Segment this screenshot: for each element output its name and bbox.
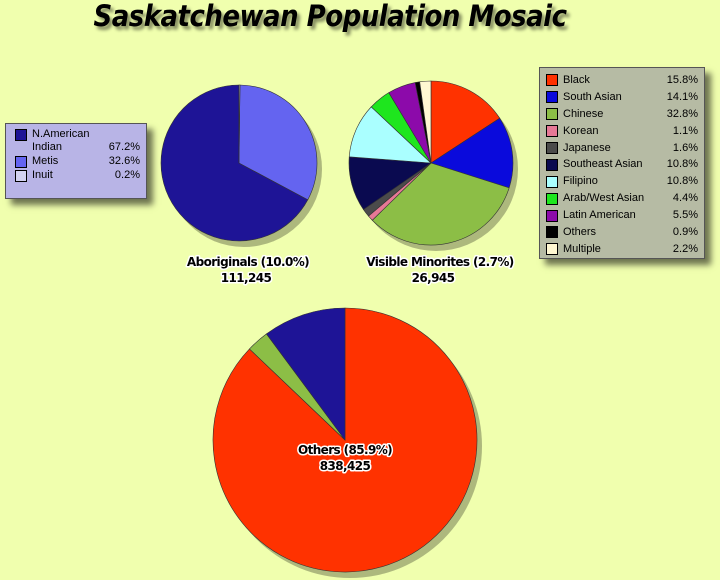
visible-minorities-pie [348, 80, 518, 251]
legend-value: 5.5% [672, 209, 698, 222]
legend-swatch [546, 74, 558, 87]
overall-label-line2: 838,425 [320, 459, 371, 473]
pie-slice-aboriginals [266, 307, 346, 441]
pie-slice-black [430, 80, 501, 164]
legend-label: Chinese [563, 107, 604, 120]
pie-slice-inuit [238, 84, 241, 164]
aboriginals-label-line2: 111,245 [221, 271, 272, 285]
legend-item: Chinese 32.8% [546, 106, 698, 123]
legend-value: 4.4% [672, 192, 698, 205]
legend-item: Filipino 10.8% [546, 173, 698, 190]
legend-swatch [546, 192, 558, 205]
legend-item: Black 15.8% [546, 72, 698, 89]
legend-value: 0.2% [114, 169, 140, 181]
legend-label: Japanese [563, 141, 611, 154]
legend-item: South Asian 14.1% [546, 89, 698, 106]
legend-value: 1.1% [672, 124, 698, 137]
legend-swatch [546, 158, 558, 171]
legend-swatch [15, 170, 27, 182]
legend-label: Metis [32, 155, 59, 167]
legend-swatch [546, 209, 558, 222]
legend-value: 1.6% [672, 141, 698, 154]
visible-minorities-label-line2: 26,945 [412, 271, 455, 285]
legend-item: N.American Indian 67.2% [15, 128, 140, 154]
legend-value: 10.8% [666, 175, 698, 188]
legend-value: 10.8% [666, 158, 698, 171]
legend-item: Korean 1.1% [546, 123, 698, 140]
aboriginals-legend: N.American Indian 67.2% Metis 32.6% Inui… [5, 123, 147, 199]
legend-label: Others [563, 225, 597, 238]
legend-value: 2.2% [672, 242, 698, 255]
visible-minorities-legend: Black 15.8% South Asian 14.1% Chinese 32.8%… [539, 67, 705, 259]
legend-item: Southeast Asian 10.8% [546, 156, 698, 173]
aboriginals-label: Aboriginals (10.0%) 111,245 [185, 254, 311, 287]
legend-value: 0.9% [672, 225, 698, 238]
legend-value: 14.1% [666, 90, 698, 103]
legend-label: Southeast Asian [563, 158, 643, 171]
legend-label: South Asian [563, 90, 622, 103]
legend-item: Multiple 2.2% [546, 241, 698, 258]
pie-slice-metis [238, 84, 318, 201]
legend-value: 32.6% [108, 155, 140, 167]
legend-swatch [546, 142, 558, 154]
legend-value: 15.8% [666, 73, 698, 86]
aboriginals-label-line1: Aboriginals (10.0%) [187, 255, 309, 269]
legend-item: Latin American 5.5% [546, 207, 698, 224]
legend-swatch [15, 129, 27, 141]
legend-label: Multiple [563, 242, 601, 255]
legend-item: Inuit 0.2% [15, 169, 140, 182]
legend-label: Arab/West Asian [563, 192, 645, 205]
legend-swatch [546, 108, 558, 121]
legend-item: Metis 32.6% [15, 155, 140, 168]
legend-label: Inuit [32, 169, 53, 181]
overall-label-line1: Others (85.9%) [298, 443, 392, 457]
legend-swatch [546, 226, 558, 239]
pie-slice-south-asian [430, 117, 514, 189]
legend-item: Arab/West Asian 4.4% [546, 190, 698, 207]
legend-item: Others 0.9% [546, 224, 698, 241]
overall-pie [212, 307, 482, 578]
legend-item: Japanese 1.6% [546, 140, 698, 157]
legend-label: Korean [563, 124, 599, 137]
pie-slice-n-american-indian [160, 84, 309, 242]
legend-swatch [546, 125, 558, 138]
legend-label: Black [563, 73, 590, 86]
legend-swatch [15, 156, 27, 168]
aboriginals-pie [160, 84, 322, 247]
page-title: Saskatchewan Population Mosaic [93, 0, 567, 34]
legend-value: 32.8% [666, 107, 698, 120]
legend-swatch [546, 243, 558, 256]
visible-minorities-label-line1: Visible Minorites (2.7%) [366, 255, 513, 269]
legend-swatch [546, 175, 558, 188]
legend-value: 67.2% [108, 141, 140, 153]
legend-label: Latin American [563, 209, 636, 222]
legend-label: N.American Indian [32, 128, 90, 153]
pie-slice-multiple [419, 80, 432, 164]
overall-label: Others (85.9%) 838,425 [296, 442, 394, 475]
legend-label: Filipino [563, 175, 598, 188]
visible-minorities-label: Visible Minorites (2.7%) 26,945 [365, 254, 516, 287]
legend-swatch [546, 91, 558, 104]
pie-slice-chinese [371, 162, 510, 246]
